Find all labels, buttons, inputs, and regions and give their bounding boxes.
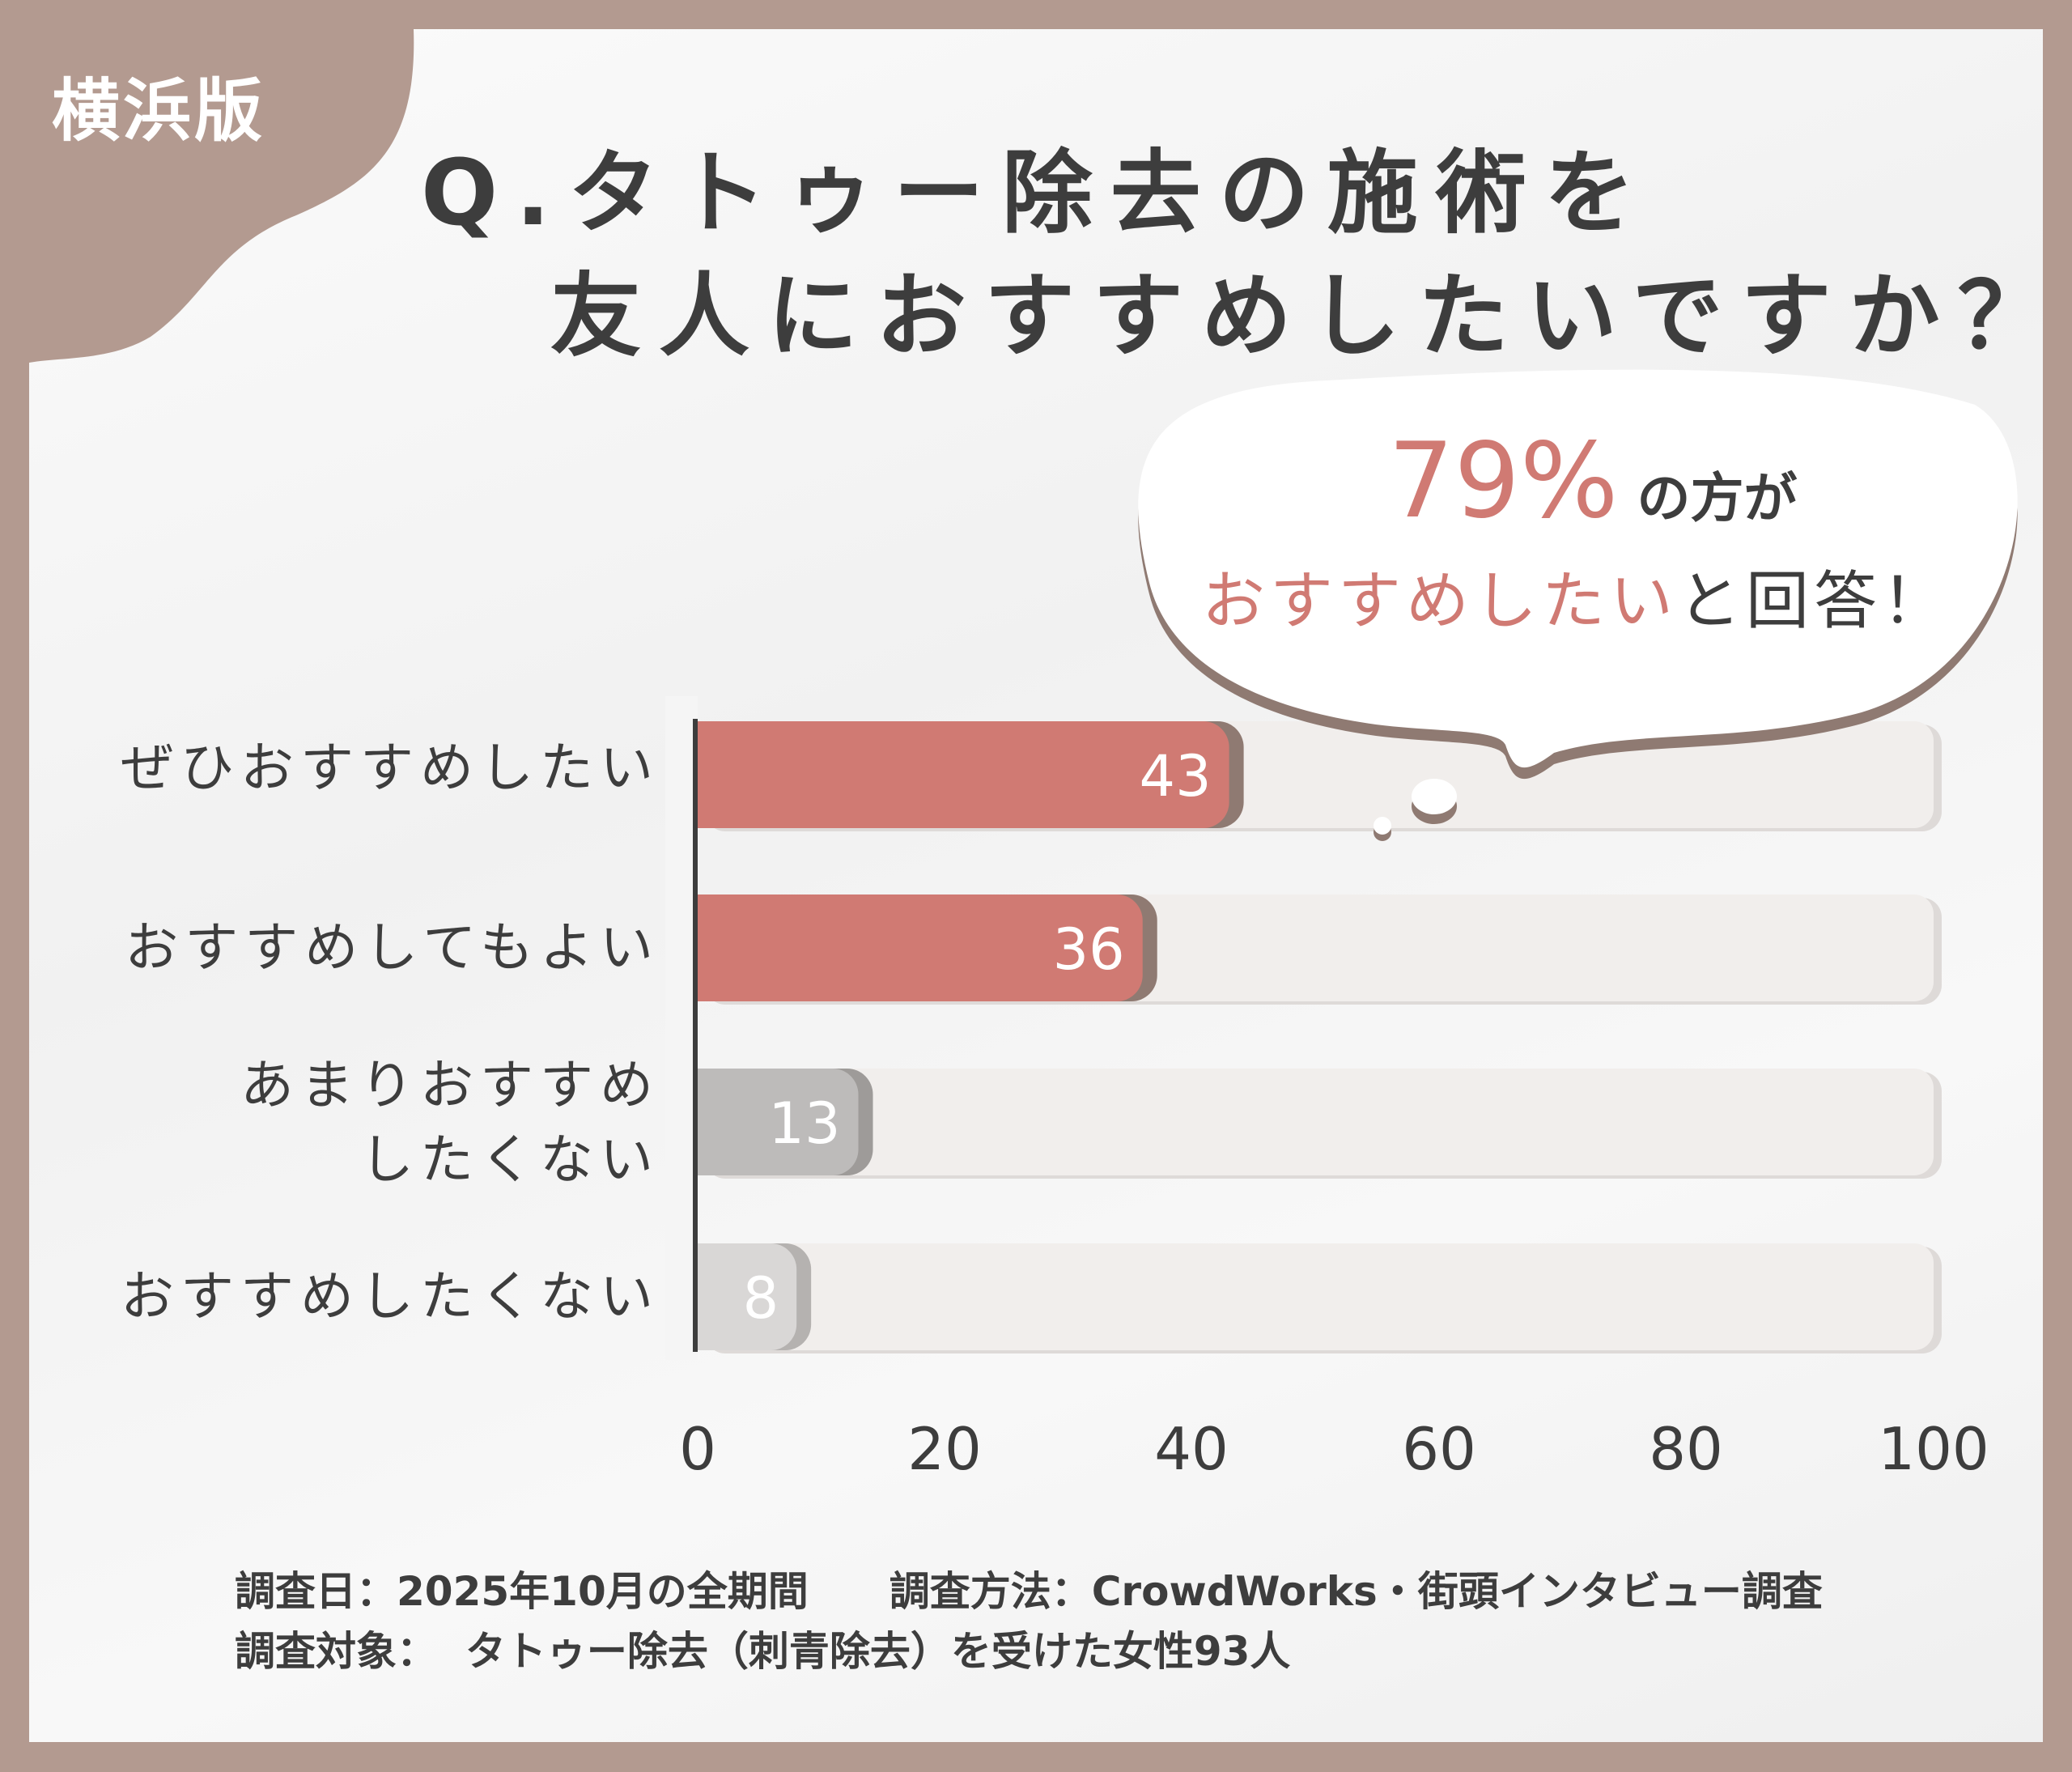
bar bbox=[673, 1069, 859, 1175]
title-line-1: Q.タトゥー除去の施術を bbox=[421, 141, 1653, 246]
x-tick-label: 60 bbox=[1402, 1415, 1476, 1483]
bar-track bbox=[698, 1069, 1934, 1175]
bar-value-label: 13 bbox=[768, 1090, 840, 1157]
category-label: あまりおすすめ したくない bbox=[240, 1054, 660, 1191]
x-tick-label: 20 bbox=[907, 1415, 982, 1483]
bar-value-label: 8 bbox=[743, 1265, 779, 1332]
callout-highlight: おすすめしたい bbox=[1202, 565, 1679, 638]
axis-mask bbox=[665, 696, 698, 1360]
corner-decoration bbox=[29, 29, 414, 363]
callout-subline: おすすめしたいと回答！ bbox=[1202, 550, 1950, 641]
bar bbox=[673, 721, 1229, 828]
footer-survey-target: 調査対象： タトゥー除去（刺青除去）を受けた女性93人 bbox=[235, 1628, 1291, 1675]
bar-track bbox=[698, 1243, 1934, 1350]
callout-percent: 79% bbox=[1388, 421, 1619, 542]
callout-headline: 79% の方が bbox=[1388, 421, 1797, 542]
x-tick-label: 0 bbox=[679, 1415, 716, 1483]
callout-line1-rest: の方が bbox=[1637, 467, 1798, 529]
title-line-2: 友人におすすめしたいですか？ bbox=[550, 264, 2066, 369]
category-label: おすすめしてもよい bbox=[125, 916, 660, 979]
footer-survey-info: 調査日：2025年10月の全期間 調査方法：CrowdWorks・街頭インタビュ… bbox=[235, 1568, 1823, 1615]
edition-badge: 横浜版 bbox=[52, 71, 266, 151]
bar bbox=[673, 894, 1143, 1001]
category-label: おすすめしたくない bbox=[121, 1265, 660, 1328]
x-tick-label: 100 bbox=[1878, 1415, 1989, 1483]
category-label: ぜひおすすめしたい bbox=[121, 737, 660, 799]
x-tick-label: 80 bbox=[1649, 1415, 1723, 1483]
x-tick-label: 40 bbox=[1154, 1415, 1229, 1483]
bar-value-label: 36 bbox=[1053, 916, 1125, 983]
bar-value-label: 43 bbox=[1140, 743, 1212, 810]
speech-bubble bbox=[1138, 369, 2018, 841]
bar bbox=[673, 1243, 797, 1350]
infographic-card bbox=[29, 29, 2043, 1742]
callout-line2-rest: と回答！ bbox=[1678, 565, 1951, 638]
